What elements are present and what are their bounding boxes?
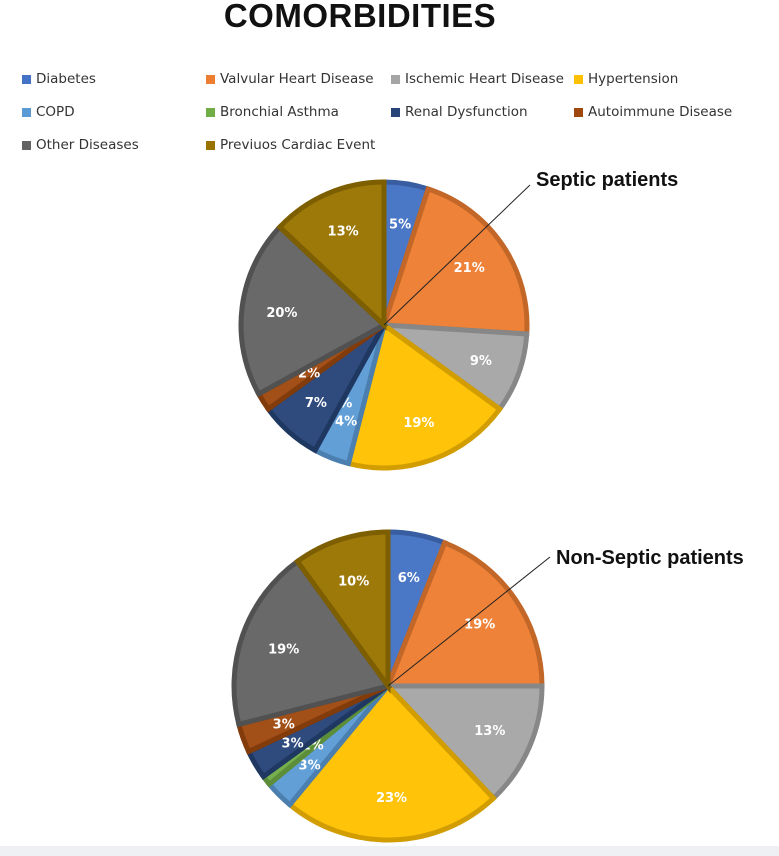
- data-label: 19%: [403, 416, 434, 431]
- legend-item-previous-cardiac-event: Previuos Cardiac Event: [206, 137, 375, 153]
- data-label: 10%: [338, 575, 369, 590]
- pie-slice: [384, 539, 545, 689]
- legend-label: Renal Dysfunction: [405, 104, 528, 120]
- legend-item-autoimmune-disease: Autoimmune Disease: [574, 104, 732, 120]
- footer-bar: [0, 846, 779, 856]
- pie-slice: [276, 179, 387, 331]
- legend-label: Hypertension: [588, 71, 679, 87]
- legend-item-copd: COPD: [22, 104, 75, 120]
- legend-swatch: [206, 107, 215, 117]
- data-label: 13%: [474, 724, 505, 739]
- legend-item-ischemic-heart-disease: Ischemic Heart Disease: [391, 71, 564, 87]
- data-label: 9%: [470, 354, 492, 369]
- legend-label: Diabetes: [36, 71, 96, 87]
- data-label: 21%: [454, 261, 485, 276]
- data-label: 3%: [299, 758, 321, 773]
- data-label: 3%: [273, 718, 295, 733]
- chart-title: COMORBIDITIES: [223, 0, 497, 34]
- legend-swatch: [22, 140, 31, 150]
- legend-label: Ischemic Heart Disease: [405, 71, 564, 87]
- legend-item-other-diseases: Other Diseases: [22, 137, 139, 153]
- legend-swatch: [574, 107, 583, 117]
- data-label: 19%: [464, 618, 495, 633]
- legend-swatch: [391, 107, 400, 117]
- pie-slice: [293, 529, 391, 694]
- data-label: 13%: [328, 225, 359, 240]
- legend-label: Autoimmune Disease: [588, 104, 733, 120]
- legend-swatch: [574, 74, 583, 84]
- legend-swatch: [206, 140, 215, 150]
- pie-chart-non-septic: 6%19%13%23%3%1%3%3%19%10%Non-Septic pati…: [231, 529, 744, 843]
- legend-swatch: [22, 107, 31, 117]
- legend-item-valvular-heart-disease: Valvular Heart Disease: [206, 71, 374, 87]
- legend-swatch: [206, 74, 215, 84]
- legend-item-renal-dysfunction: Renal Dysfunction: [391, 104, 528, 120]
- legend-item-hypertension: Hypertension: [574, 71, 678, 87]
- data-label: 6%: [398, 571, 420, 586]
- data-label: 20%: [266, 306, 297, 321]
- legend-swatch: [391, 74, 400, 84]
- legend-item-bronchial-asthma: Bronchial Asthma: [206, 104, 339, 120]
- title-leader-line: [387, 556, 551, 687]
- legend-label: Bronchial Asthma: [220, 104, 339, 120]
- pie-slice: [238, 223, 389, 398]
- data-label: 3%: [282, 736, 304, 751]
- legend-label: Valvular Heart Disease: [220, 71, 374, 87]
- title-leader-line: [383, 184, 531, 326]
- pie-chart-title: Non-Septic patients: [556, 547, 744, 569]
- legend-label: COPD: [36, 104, 75, 120]
- pie-slice: [286, 682, 497, 843]
- data-label: 4%: [335, 415, 357, 430]
- pie-slice: [382, 683, 545, 802]
- legend-swatch: [22, 74, 31, 84]
- pie-slice: [345, 320, 504, 471]
- legend-label: Other Diseases: [36, 137, 139, 153]
- pie-chart-septic: 5%21%9%19%4%0%7%2%20%13%Septic patients: [238, 169, 678, 471]
- pie-chart-title: Septic patients: [536, 169, 678, 191]
- legend-label: Previuos Cardiac Event: [220, 137, 376, 153]
- pie-slice: [231, 557, 393, 728]
- data-label: 19%: [268, 642, 299, 657]
- legend: Diabetes Valvular Heart Disease Ischemic…: [0, 0, 779, 160]
- data-label: 5%: [389, 217, 411, 232]
- pie-slice: [380, 185, 530, 337]
- legend-item-diabetes: Diabetes: [22, 71, 96, 87]
- data-label: 23%: [376, 791, 407, 806]
- data-label: 7%: [305, 396, 327, 411]
